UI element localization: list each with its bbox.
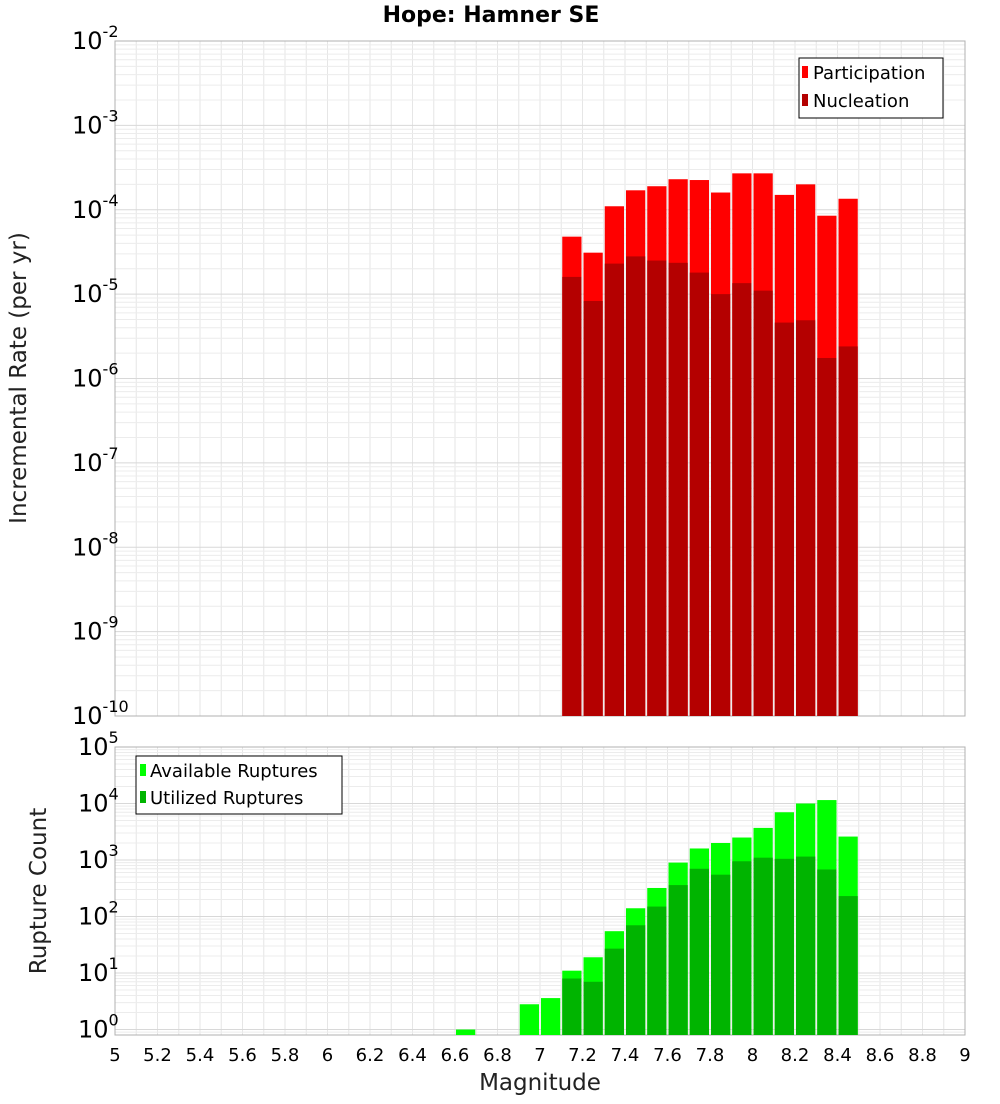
top-y-tick-label: 10-3 xyxy=(72,106,119,139)
x-tick-label: 5.2 xyxy=(143,1045,172,1066)
top-bar-nucleation xyxy=(732,283,752,716)
x-tick-label: 5 xyxy=(109,1045,120,1066)
top-bar-nucleation xyxy=(689,272,709,716)
top-plot-gridlines xyxy=(115,40,965,717)
top-bar-nucleation xyxy=(647,260,667,716)
bottom-bar-utilized-ruptures xyxy=(732,861,752,1035)
top-plot-frame xyxy=(114,40,966,717)
legend-label-participation: Participation xyxy=(813,63,925,84)
bottom-bar-utilized-ruptures xyxy=(668,885,688,1035)
top-y-tick-label: 10-6 xyxy=(72,360,119,393)
top-bar-nucleation xyxy=(711,294,731,716)
x-tick-labels: 5 5.2 5.4 5.6 5.8 6 6.2 6.4 6.6 6.8 7 7.2 7.4 7.6 7.8 8… xyxy=(109,1045,970,1066)
bottom-y-tick-label: 105 xyxy=(78,728,119,761)
bottom-bar-available-ruptures xyxy=(519,1004,539,1035)
top-bar-nucleation xyxy=(796,320,816,716)
legend-label-utilized-ruptures: Utilized Ruptures xyxy=(150,788,303,809)
chart-title: Hope: Hamner SE xyxy=(383,3,600,28)
bottom-bar-available-ruptures xyxy=(456,1029,476,1035)
top-y-tick-label: 10-2 xyxy=(72,22,119,55)
legend-swatch-participation xyxy=(802,66,808,78)
top-bar-nucleation xyxy=(817,357,837,716)
top-bar-nucleation xyxy=(774,322,794,716)
top-plot-bars xyxy=(562,173,858,717)
bottom-legend: Available Ruptures Utilized Ruptures xyxy=(135,755,343,815)
bottom-bar-utilized-ruptures xyxy=(774,858,794,1035)
bottom-bar-utilized-ruptures xyxy=(604,948,624,1035)
top-bar-nucleation xyxy=(753,290,773,716)
bottom-y-tick-label: 100 xyxy=(78,1011,119,1044)
x-tick-label: 7.8 xyxy=(696,1045,725,1066)
x-tick-label: 6.6 xyxy=(441,1045,470,1066)
x-tick-label: 7.6 xyxy=(653,1045,682,1066)
top-y-tick-labels: 10-10 10-9 10-8 10-7 10-6 10-5 10-4 10-3 10-2 xyxy=(72,22,129,730)
bottom-bar-utilized-ruptures xyxy=(583,981,603,1035)
legend-label-nucleation: Nucleation xyxy=(813,91,909,112)
x-tick-label: 5.4 xyxy=(186,1045,215,1066)
x-tick-label: 6.2 xyxy=(356,1045,385,1066)
top-bar-nucleation xyxy=(562,276,582,716)
bottom-bar-utilized-ruptures xyxy=(753,857,773,1035)
bottom-bar-utilized-ruptures xyxy=(626,925,646,1035)
top-y-tick-label: 10-4 xyxy=(72,191,119,224)
legend-swatch-utilized-ruptures xyxy=(140,791,146,803)
top-bar-nucleation xyxy=(838,346,858,716)
top-bar-nucleation xyxy=(626,256,646,716)
bottom-bar-utilized-ruptures xyxy=(796,856,816,1035)
x-tick-label: 8.4 xyxy=(823,1045,852,1066)
bottom-bar-utilized-ruptures xyxy=(838,896,858,1035)
top-y-axis-label: Incremental Rate (per yr) xyxy=(6,232,32,524)
x-axis-label: Magnitude xyxy=(479,1070,601,1096)
bottom-bar-utilized-ruptures xyxy=(562,978,582,1035)
x-tick-label: 8 xyxy=(747,1045,758,1066)
x-tick-label: 8.8 xyxy=(908,1045,937,1066)
x-tick-label: 6 xyxy=(322,1045,333,1066)
x-tick-label: 9 xyxy=(959,1045,970,1066)
top-legend: Participation Nucleation xyxy=(798,57,944,119)
bottom-bar-utilized-ruptures xyxy=(689,868,709,1035)
legend-swatch-nucleation xyxy=(802,94,808,106)
top-y-tick-label: 10-10 xyxy=(72,697,129,730)
top-y-tick-label: 10-7 xyxy=(72,444,119,477)
top-y-tick-label: 10-5 xyxy=(72,275,119,308)
x-tick-label: 6.4 xyxy=(398,1045,427,1066)
bottom-y-tick-label: 102 xyxy=(78,898,119,931)
bottom-legend-box xyxy=(135,755,343,815)
x-tick-label: 8.6 xyxy=(866,1045,895,1066)
bottom-bar-utilized-ruptures xyxy=(647,906,667,1035)
bottom-y-tick-label: 101 xyxy=(78,954,119,987)
legend-label-available-ruptures: Available Ruptures xyxy=(150,761,318,782)
top-bar-nucleation xyxy=(604,263,624,716)
x-tick-label: 7 xyxy=(534,1045,545,1066)
x-tick-label: 5.8 xyxy=(271,1045,300,1066)
top-y-tick-label: 10-8 xyxy=(72,528,119,561)
top-legend-box xyxy=(798,57,944,119)
bottom-y-tick-labels: 100 101 102 103 104 105 xyxy=(78,728,119,1044)
bottom-bar-utilized-ruptures xyxy=(817,869,837,1035)
x-tick-label: 7.2 xyxy=(568,1045,597,1066)
top-bar-nucleation xyxy=(668,262,688,716)
bottom-bar-utilized-ruptures xyxy=(711,874,731,1035)
bottom-plot-frame xyxy=(114,746,966,1036)
x-tick-label: 6.8 xyxy=(483,1045,512,1066)
x-tick-label: 8.2 xyxy=(781,1045,810,1066)
bottom-y-tick-label: 103 xyxy=(78,841,119,874)
bottom-y-tick-label: 104 xyxy=(78,785,119,818)
bottom-bar-available-ruptures xyxy=(541,998,561,1035)
x-tick-label: 7.4 xyxy=(611,1045,640,1066)
bottom-y-axis-label: Rupture Count xyxy=(26,808,52,974)
bottom-plot-bars xyxy=(456,800,858,1035)
top-y-tick-label: 10-9 xyxy=(72,613,119,646)
top-bar-nucleation xyxy=(583,300,603,716)
legend-swatch-available-ruptures xyxy=(140,764,146,776)
x-tick-label: 5.6 xyxy=(228,1045,257,1066)
